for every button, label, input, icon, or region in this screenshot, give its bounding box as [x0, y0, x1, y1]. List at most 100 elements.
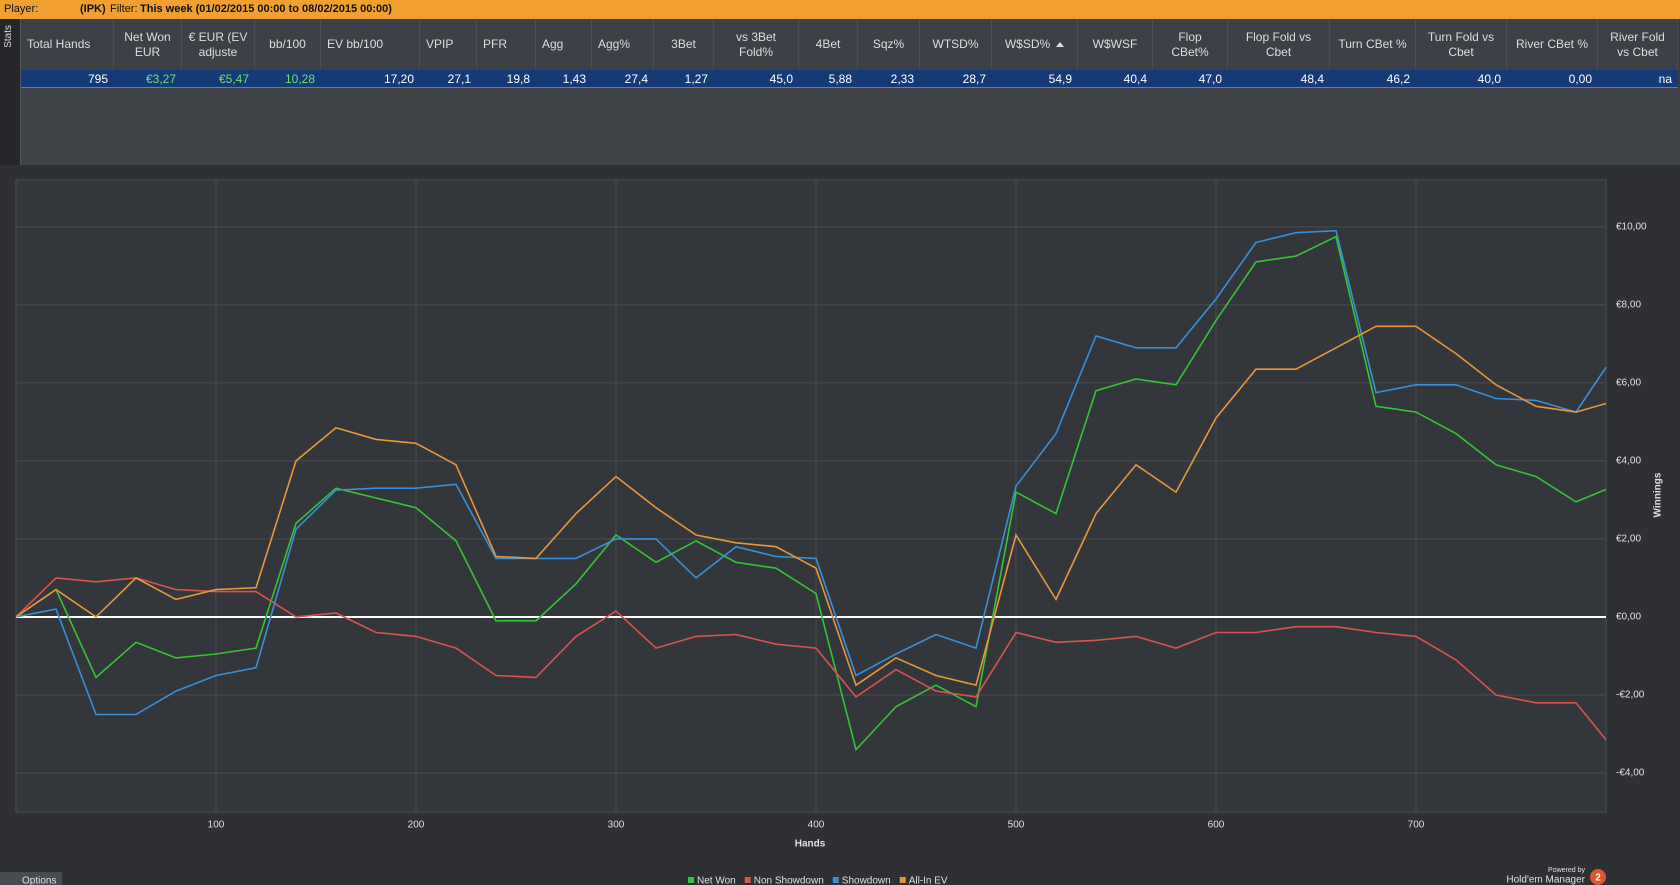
stat-value-text[interactable]: 17,20	[383, 72, 414, 86]
stat-value[interactable]: 45,0	[714, 70, 799, 88]
stat-value[interactable]: 2,33	[858, 70, 920, 88]
stat-value[interactable]: 54,9	[992, 70, 1078, 88]
stat-value-text[interactable]: na	[1658, 72, 1672, 86]
column-header[interactable]: W$WSF	[1078, 19, 1153, 70]
column-header[interactable]: Agg	[536, 19, 592, 70]
stat-value[interactable]: 48,4	[1228, 70, 1330, 88]
stat-value-text[interactable]: 2,33	[890, 72, 914, 86]
stat-value[interactable]: 47,0	[1153, 70, 1228, 88]
stat-value[interactable]: 1,43	[536, 70, 592, 88]
column-header-text[interactable]: Sqz%	[872, 37, 905, 51]
stat-value-text[interactable]: 1,43	[562, 72, 586, 86]
stat-value[interactable]: 17,20	[321, 70, 420, 88]
column-header[interactable]: Flop Fold vs Cbet	[1228, 19, 1330, 70]
stat-value[interactable]: 19,8	[477, 70, 536, 88]
stat-value-text[interactable]: 48,4	[1300, 72, 1324, 86]
stat-value-text[interactable]: 28,7	[962, 72, 986, 86]
column-header[interactable]: Turn Fold vs Cbet	[1416, 19, 1507, 70]
stat-value[interactable]: 10,28	[255, 70, 321, 88]
filter[interactable]: This week (01/02/2015 00:00 to 08/02/201…	[140, 3, 392, 15]
stat-value[interactable]: 1,27	[654, 70, 714, 88]
column-header-text[interactable]: W$WSF	[1092, 37, 1138, 51]
column-header[interactable]: bb/100	[255, 19, 321, 70]
options-label[interactable]: Options	[22, 876, 56, 885]
column-header[interactable]: vs 3Bet Fold%	[714, 19, 799, 70]
column-header-text[interactable]: 3Bet	[671, 37, 696, 51]
column-header[interactable]: Total Hands	[21, 19, 114, 70]
stat-value-text[interactable]: 45,0	[769, 72, 793, 86]
column-header-text[interactable]: River Fold vs Cbet	[1610, 29, 1665, 59]
stat-value[interactable]: 0,00	[1507, 70, 1598, 88]
stat-value[interactable]: 40,4	[1078, 70, 1153, 88]
column-header-text[interactable]: bb/100	[269, 37, 306, 51]
stat-value[interactable]: €5,47	[182, 70, 255, 88]
column-header[interactable]: Turn CBet %	[1330, 19, 1416, 70]
y-tick-label: -€2,00	[1616, 690, 1645, 701]
stat-value[interactable]: 28,7	[920, 70, 992, 88]
stat-value[interactable]: €3,27	[114, 70, 182, 88]
stat-value-text[interactable]: 54,9	[1048, 72, 1072, 86]
column-header-text[interactable]: Flop Fold vs Cbet	[1245, 29, 1312, 59]
stat-value-text[interactable]: 1,27	[684, 72, 708, 86]
stat-value-text[interactable]: 5,88	[828, 72, 852, 86]
column-header[interactable]: 4Bet	[799, 19, 858, 70]
stat-value-text[interactable]: 19,8	[506, 72, 530, 86]
value-row[interactable]: 795 €3,27 €5,47 10,28 17,20 27,1 19,8 1,43 27,4 1…	[21, 70, 1678, 88]
column-header-text[interactable]: 4Bet	[815, 37, 841, 51]
column-header-text[interactable]: River CBet %	[1515, 37, 1589, 51]
column-header-text[interactable]: VPIP	[426, 37, 454, 51]
column-header-text[interactable]: W$SD%	[1004, 37, 1051, 51]
column-header[interactable]: River CBet %	[1507, 19, 1598, 70]
stat-value[interactable]: 27,1	[420, 70, 477, 88]
column-header-text[interactable]: Total Hands	[27, 37, 91, 51]
column-header-text[interactable]: PFR	[483, 37, 507, 51]
stat-value-text[interactable]: 46,2	[1386, 72, 1410, 86]
column-header-text[interactable]: Turn Fold vs Cbet	[1427, 29, 1495, 59]
stat-value-text[interactable]: 27,4	[624, 72, 648, 86]
stat-value-text[interactable]: €3,27	[145, 72, 176, 86]
stat-value-text[interactable]: 10,28	[284, 72, 315, 86]
stat-value-text[interactable]: 0,00	[1568, 72, 1592, 86]
legend-label: Showdown	[842, 876, 891, 885]
options-button[interactable]	[0, 872, 62, 885]
column-header-text[interactable]: € EUR (EV adjuste	[188, 29, 248, 59]
column-header-text[interactable]: vs 3Bet Fold%	[735, 29, 777, 59]
stat-value-text[interactable]: 27,1	[447, 72, 471, 86]
column-header-text[interactable]: WTSD%	[932, 37, 979, 51]
column-header[interactable]: € EUR (EV adjuste	[182, 19, 255, 70]
column-header[interactable]: WTSD%	[920, 19, 992, 70]
stat-value[interactable]: 795	[21, 70, 114, 88]
column-header-text[interactable]: Agg	[542, 37, 564, 51]
stat-value[interactable]: 27,4	[592, 70, 654, 88]
stat-value-text[interactable]: 47,0	[1198, 72, 1222, 86]
stat-value-text[interactable]: €5,47	[218, 72, 249, 86]
stat-value-text[interactable]: 40,4	[1123, 72, 1147, 86]
column-header-text[interactable]: EV bb/100	[327, 37, 384, 51]
sort-arrow[interactable]	[1056, 42, 1065, 47]
column-header[interactable]: Net Won EUR	[114, 19, 182, 70]
stat-value-text[interactable]: 795	[87, 72, 108, 86]
side-tab[interactable]: Stats	[0, 19, 21, 165]
column-header[interactable]: River Fold vs Cbet	[1598, 19, 1678, 70]
column-header-text[interactable]: Agg%	[598, 37, 631, 51]
stat-value-text[interactable]: 40,0	[1477, 72, 1501, 86]
column-header[interactable]: Sqz%	[858, 19, 920, 70]
column-header[interactable]: 3Bet	[654, 19, 714, 70]
stats-table: Total Hands Net Won EUR € EUR (EV adjuste b…	[21, 19, 1678, 88]
column-header[interactable]: PFR	[477, 19, 536, 70]
stat-value[interactable]: na	[1598, 70, 1678, 88]
stat-value[interactable]: 46,2	[1330, 70, 1416, 88]
player[interactable]: (IPK)	[80, 3, 106, 15]
stat-value[interactable]: 5,88	[799, 70, 858, 88]
stat-value[interactable]: 40,0	[1416, 70, 1507, 88]
column-header[interactable]: Flop CBet%	[1153, 19, 1228, 70]
column-header-text[interactable]: Net Won EUR	[124, 29, 171, 59]
column-header-text[interactable]: Turn CBet %	[1338, 37, 1407, 51]
column-header[interactable]: W$SD%	[992, 19, 1078, 70]
filter-label: Filter:	[110, 3, 138, 15]
column-header[interactable]: EV bb/100	[321, 19, 420, 70]
column-header[interactable]: VPIP	[420, 19, 477, 70]
column-header[interactable]: Agg%	[592, 19, 654, 70]
column-header-text[interactable]: Flop CBet%	[1171, 29, 1209, 59]
legend-label: All-In EV	[909, 876, 948, 885]
